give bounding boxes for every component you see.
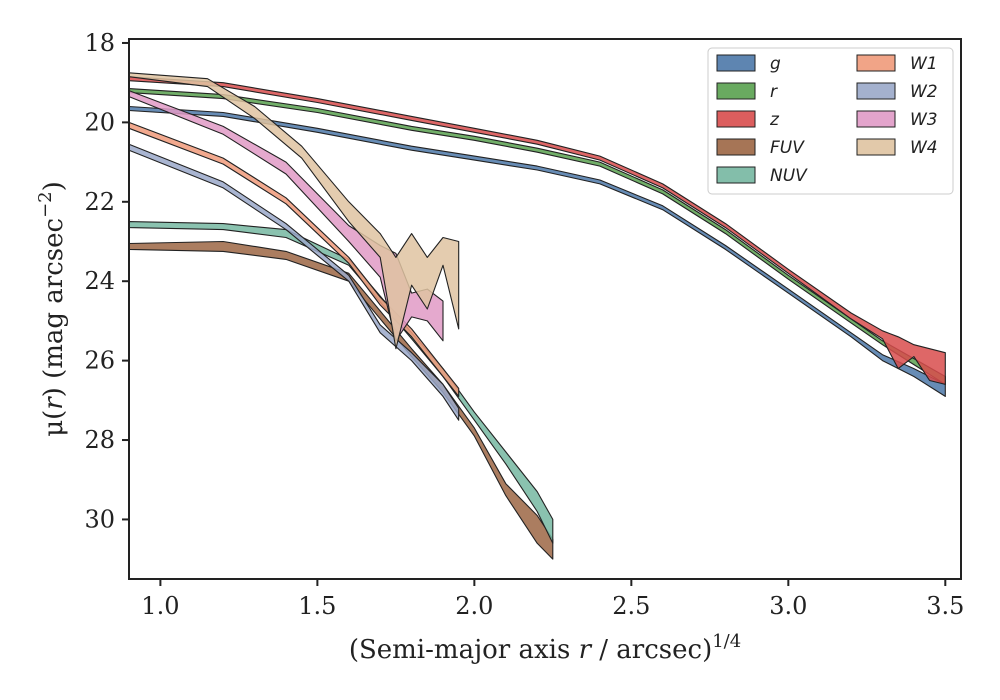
series-band-fuv [128, 240, 554, 560]
series-band-w4 [128, 72, 460, 350]
series-band-w1 [128, 121, 460, 397]
x-tick-label: 2.0 [455, 592, 493, 620]
x-tick-label: 3.5 [926, 592, 964, 620]
legend-label-z: z [769, 110, 780, 130]
legend-label-r: r [770, 82, 778, 102]
y-tick-label: 20 [84, 108, 115, 136]
y-axis-title: μ(r) (mag arcsec−2) [35, 181, 69, 437]
y-tick-label: 22 [84, 188, 115, 216]
ticks-layer: 1.0 1.5 2.0 2.5 3.0 3.5 18 20 22 24 26 28 30 [84, 29, 964, 620]
x-axis-title: (Semi-major axis r / arcsec)1/4 [349, 631, 741, 665]
legend-swatch-g [716, 54, 756, 72]
x-tick-label: 3.0 [769, 592, 807, 620]
series-band-w3 [128, 90, 444, 342]
legend-label-nuv: NUV [770, 166, 808, 186]
legend-label-w4: W4 [910, 138, 938, 158]
legend-label-w2: W2 [910, 82, 938, 102]
x-tick-label: 1.0 [141, 592, 179, 620]
legend-swatch-w4 [856, 138, 896, 156]
legend-swatch-r [716, 82, 756, 100]
legend: grz FUV NUV W1 W2 W3 W4 [707, 47, 954, 195]
series-layer [128, 72, 946, 560]
legend-swatch-w1 [856, 54, 896, 72]
legend-swatch-fuv [716, 138, 756, 156]
y-tick-label: 18 [84, 29, 115, 57]
y-tick-label: 24 [84, 267, 115, 295]
x-tick-label: 2.5 [612, 592, 650, 620]
legend-swatch-w2 [856, 82, 896, 100]
legend-swatch-w3 [856, 110, 896, 128]
legend-label-w3: W3 [910, 110, 938, 130]
y-tick-label: 30 [84, 505, 115, 533]
x-tick-label: 1.5 [298, 592, 336, 620]
legend-swatch-nuv [716, 166, 756, 184]
legend-label-w1: W1 [910, 54, 938, 74]
legend-label-g: g [770, 54, 781, 74]
y-tick-label: 28 [84, 426, 115, 454]
series-band-z [128, 76, 946, 385]
legend-label-fuv: FUV [770, 138, 805, 158]
series-band-w2 [128, 143, 460, 421]
y-tick-label: 26 [84, 347, 115, 375]
plot-frame [128, 38, 962, 580]
legend-swatch-z [716, 110, 756, 128]
